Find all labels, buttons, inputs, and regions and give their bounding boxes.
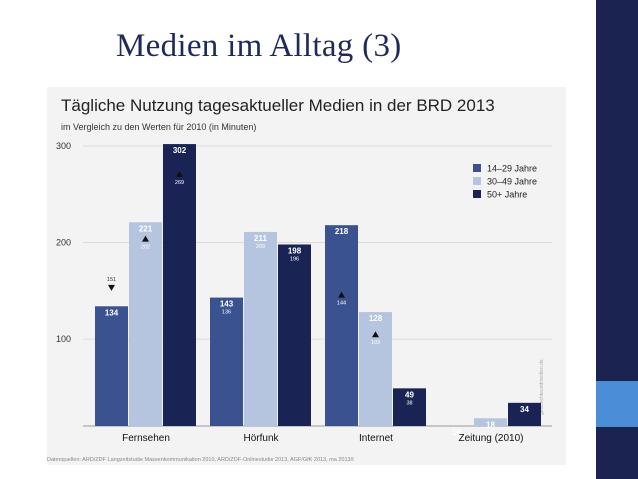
- bar-3: [278, 244, 311, 426]
- bar-value-label: 143: [220, 300, 234, 309]
- category-label: Zeitung (2010): [458, 433, 523, 444]
- chart-title: Tägliche Nutzung tagesaktueller Medien i…: [61, 96, 495, 115]
- bar-1: [95, 306, 128, 426]
- slide-title: Medien im Alltag (3): [116, 28, 402, 64]
- sidebar-accent-block: [596, 381, 638, 427]
- bar-value-label: 18: [486, 420, 495, 429]
- bar-value-label: 211: [254, 234, 267, 243]
- ref-2010-label: 144: [337, 301, 346, 307]
- category-label: Internet: [359, 433, 393, 444]
- bar-2: [244, 231, 277, 426]
- bar-2: [474, 418, 507, 426]
- category-label: Hörfunk: [243, 433, 279, 444]
- bar-value-label: 198: [288, 246, 302, 255]
- ref-2010-label: 202: [141, 245, 150, 251]
- bar-1: [210, 297, 243, 426]
- bar-2: [129, 222, 162, 426]
- ref-2010-label: 196: [290, 256, 299, 262]
- bar-value-label: 49: [405, 390, 414, 399]
- legend-swatch: [473, 177, 481, 185]
- legend-swatch: [473, 190, 481, 198]
- ref-2010-marker: [108, 284, 115, 291]
- legend-swatch: [473, 164, 481, 172]
- ref-2010-label: 151: [107, 277, 116, 283]
- ref-2010-label: 103: [371, 340, 380, 346]
- chart-source: Datenquellen: ARD/ZDF Langzeitstudie Mas…: [47, 457, 354, 463]
- bar-value-label: 218: [335, 227, 349, 236]
- bar-value-label: 134: [105, 308, 119, 317]
- y-tick-label: 300: [56, 141, 71, 151]
- bar-2: [359, 312, 392, 426]
- ref-2010-label: 269: [175, 180, 184, 186]
- bar-value-label: 34: [520, 405, 529, 414]
- chart-side-note: geschichteundmedien.de: [539, 359, 545, 415]
- bar-chart: Tägliche Nutzung tagesaktueller Medien i…: [47, 96, 552, 463]
- ref-2010-marker: [176, 170, 183, 177]
- legend-label: 50+ Jahre: [487, 190, 527, 200]
- ref-2010-label: 38: [406, 400, 412, 406]
- legend-label: 30–49 Jahre: [487, 177, 537, 187]
- ref-2010-marker: [338, 291, 345, 298]
- bar-value-label: 128: [369, 314, 383, 323]
- bar-value-label: 221: [139, 224, 153, 233]
- bar-value-label: 10: [452, 428, 461, 437]
- bar-1: [325, 225, 358, 426]
- bar-3: [508, 402, 541, 426]
- ref-2010-label: 136: [222, 310, 231, 316]
- y-tick-label: 200: [56, 238, 71, 248]
- bar-value-label: 302: [173, 146, 187, 155]
- bar-3: [163, 144, 196, 426]
- ref-2010-label: 209: [256, 244, 265, 250]
- legend-label: 14–29 Jahre: [487, 164, 537, 174]
- category-label: Fernsehen: [122, 433, 170, 444]
- ref-2010-marker: [142, 235, 149, 242]
- y-tick-label: 100: [56, 334, 71, 344]
- chart-subtitle: im Vergleich zu den Werten für 2010 (in …: [61, 122, 256, 132]
- bar-3: [393, 388, 426, 426]
- ref-2010-marker: [372, 331, 379, 338]
